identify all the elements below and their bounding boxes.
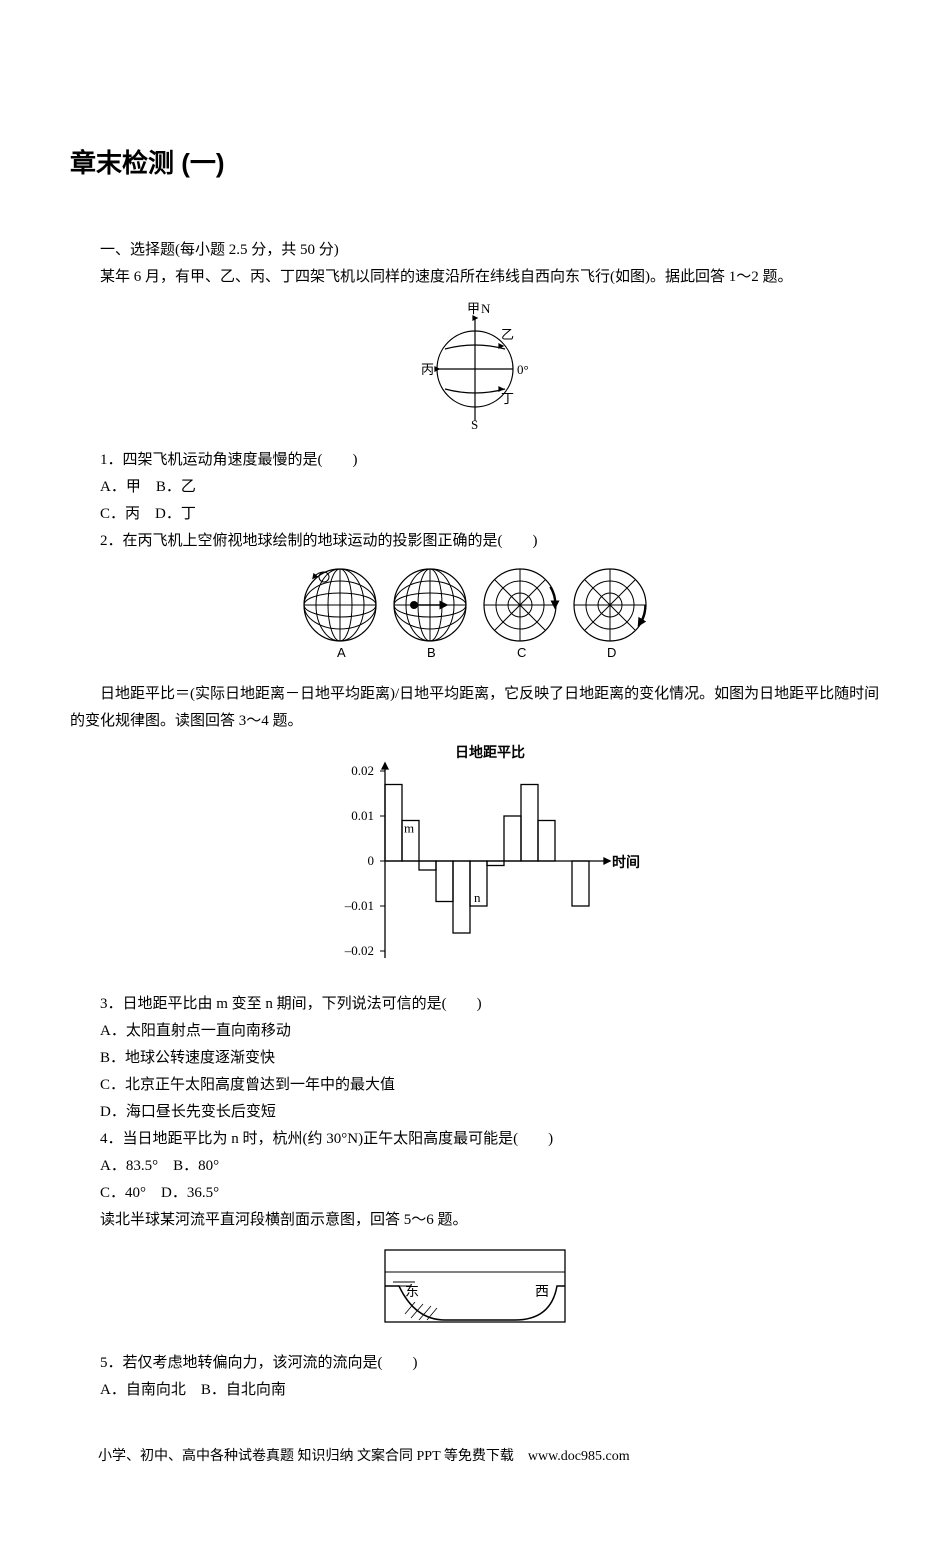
q1-optB: C．丙 D．丁 [70, 501, 880, 528]
figure-4: 东 西 [70, 1242, 880, 1342]
q4-A: A．83.5° B．80° [70, 1153, 880, 1180]
fig1-S: S [471, 417, 478, 429]
fig3-m: m [404, 820, 414, 835]
q4-stem: 4．当日地距平比为 n 时，杭州(约 30°N)正午太阳高度最可能是( ) [70, 1126, 880, 1153]
q1-stem: 1．四架飞机运动角速度最慢的是( ) [70, 447, 880, 474]
q5-A: A．自南向北 B．自北向南 [70, 1377, 880, 1404]
fig3-n: n [474, 890, 481, 905]
svg-text:0.02: 0.02 [351, 763, 374, 778]
q3-stem: 3．日地距平比由 m 变至 n 期间，下列说法可信的是( ) [70, 991, 880, 1018]
figure-1: 甲 N 乙 丙 0° 丁 S [70, 299, 880, 439]
svg-text:0: 0 [368, 853, 375, 868]
fig2-B: B [427, 645, 436, 660]
fig4-left: 东 [405, 1284, 419, 1300]
passage-3: 读北半球某河流平直河段横剖面示意图，回答 5～6 题。 [70, 1207, 880, 1234]
q1-optA: A．甲 B．乙 [70, 474, 880, 501]
chapter-title: 章末检测 (一) [70, 140, 880, 187]
q2-stem: 2．在丙飞机上空俯视地球绘制的地球运动的投影图正确的是( ) [70, 528, 880, 555]
fig1-0: 0° [517, 362, 529, 377]
q3-C: C．北京正午太阳高度曾达到一年中的最大值 [70, 1072, 880, 1099]
page-footer: 小学、初中、高中各种试卷真题 知识归纳 文案合同 PPT 等免费下载 www.d… [70, 1444, 880, 1469]
svg-text:–0.01: –0.01 [344, 898, 374, 913]
fig1-bing: 丙 [421, 362, 434, 377]
figure-2: A B C D [70, 563, 880, 673]
fig2-C: C [517, 645, 526, 660]
q3-B: B．地球公转速度逐渐变快 [70, 1045, 880, 1072]
fig4-right: 西 [535, 1285, 549, 1300]
fig3-xlabel: 时间 [612, 854, 640, 871]
q3-A: A．太阳直射点一直向南移动 [70, 1018, 880, 1045]
q5-stem: 5．若仅考虑地转偏向力，该河流的流向是( ) [70, 1350, 880, 1377]
fig3-title: 日地距平比 [455, 744, 525, 761]
passage-2: 日地距平比＝(实际日地距离－日地平均距离)/日地平均距离，它反映了日地距离的变化… [70, 681, 880, 735]
fig1-ding: 丁 [501, 391, 514, 406]
fig2-A: A [337, 645, 346, 660]
intro-1: 某年 6 月，有甲、乙、丙、丁四架飞机以同样的速度沿所在纬线自西向东飞行(如图)… [70, 264, 880, 291]
q3-D: D．海口昼长先变长后变短 [70, 1099, 880, 1126]
q4-B: C．40° D．36.5° [70, 1180, 880, 1207]
section-header: 一、选择题(每小题 2.5 分，共 50 分) [70, 237, 880, 264]
fig1-yi: 乙 [501, 327, 514, 342]
svg-text:–0.02: –0.02 [344, 943, 374, 958]
fig1-jia: 甲 [467, 301, 480, 316]
svg-text:0.01: 0.01 [351, 808, 374, 823]
fig1-N: N [481, 301, 491, 316]
fig2-D: D [607, 645, 616, 660]
figure-3: 日地距平比 0.02 0.01 0 –0.01 –0.02 m n 时间 [70, 743, 880, 983]
